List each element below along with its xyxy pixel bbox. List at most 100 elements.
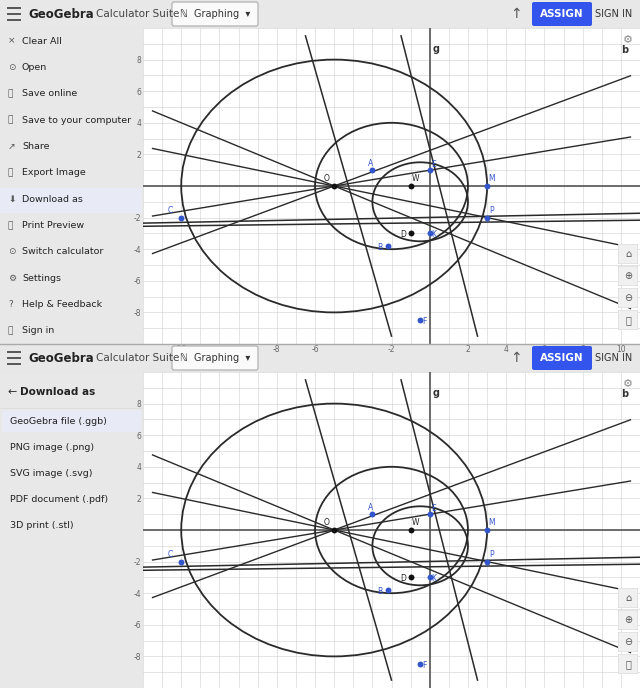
- Point: [176, 556, 186, 567]
- Text: W: W: [412, 518, 420, 527]
- Point: [329, 180, 339, 191]
- Text: D: D: [400, 230, 406, 239]
- Text: Export Image: Export Image: [22, 169, 86, 178]
- FancyBboxPatch shape: [532, 2, 592, 26]
- Text: Calculator Suite: Calculator Suite: [96, 9, 179, 19]
- Bar: [2, 410, 141, 432]
- Text: C: C: [168, 206, 173, 215]
- Text: Clear All: Clear All: [22, 36, 61, 45]
- Point: [406, 180, 416, 191]
- Text: Calculator Suite: Calculator Suite: [96, 353, 179, 363]
- Text: ASSIGN: ASSIGN: [540, 353, 584, 363]
- Text: SIGN IN: SIGN IN: [595, 353, 632, 363]
- Point: [482, 212, 492, 223]
- Text: F: F: [422, 661, 426, 670]
- Point: [482, 556, 492, 567]
- Point: [406, 524, 416, 535]
- Text: g: g: [433, 388, 440, 398]
- Text: ⊕: ⊕: [624, 615, 632, 625]
- Text: E: E: [431, 504, 436, 513]
- Text: 👤: 👤: [8, 326, 13, 335]
- Text: F: F: [422, 317, 426, 326]
- Text: Help & Feedback: Help & Feedback: [22, 300, 102, 309]
- Text: ASSIGN: ASSIGN: [540, 9, 584, 19]
- Text: ?: ?: [8, 300, 13, 309]
- Text: P: P: [489, 550, 493, 559]
- Text: O: O: [324, 174, 330, 183]
- Text: 3D print (.stl): 3D print (.stl): [10, 521, 74, 530]
- Text: P: P: [489, 206, 493, 215]
- FancyBboxPatch shape: [618, 588, 638, 608]
- Text: ⛶: ⛶: [625, 659, 631, 669]
- Text: ⚙: ⚙: [623, 35, 633, 45]
- Text: ↑: ↑: [510, 7, 522, 21]
- Text: ℕ  Graphing  ▾: ℕ Graphing ▾: [180, 9, 250, 19]
- Text: ℕ  Graphing  ▾: ℕ Graphing ▾: [180, 353, 250, 363]
- Point: [383, 585, 393, 596]
- Point: [424, 572, 435, 583]
- Text: Save to your computer: Save to your computer: [22, 116, 131, 125]
- Point: [329, 524, 339, 535]
- Text: Share: Share: [22, 142, 49, 151]
- Point: [367, 164, 378, 175]
- FancyBboxPatch shape: [618, 610, 638, 630]
- Text: b: b: [621, 45, 628, 55]
- Text: GeoGebra file (.ggb): GeoGebra file (.ggb): [10, 416, 107, 425]
- Text: ↑: ↑: [510, 351, 522, 365]
- FancyBboxPatch shape: [618, 244, 638, 264]
- Text: K: K: [431, 230, 436, 239]
- Text: GeoGebra: GeoGebra: [28, 352, 93, 365]
- FancyBboxPatch shape: [618, 310, 638, 330]
- Point: [176, 212, 186, 223]
- Text: Sign in: Sign in: [22, 326, 54, 335]
- Text: 💾: 💾: [8, 89, 13, 98]
- FancyBboxPatch shape: [172, 2, 258, 26]
- Text: ⚙: ⚙: [623, 379, 633, 389]
- Text: Settings: Settings: [22, 274, 61, 283]
- Text: PDF document (.pdf): PDF document (.pdf): [10, 495, 108, 504]
- Text: ⌂: ⌂: [625, 249, 631, 259]
- Text: 🖼: 🖼: [8, 169, 13, 178]
- FancyBboxPatch shape: [532, 346, 592, 370]
- Text: Switch calculator: Switch calculator: [22, 247, 104, 257]
- Text: Print Preview: Print Preview: [22, 221, 84, 230]
- Text: ⊖: ⊖: [624, 637, 632, 647]
- Text: 🖥: 🖥: [8, 116, 13, 125]
- Text: K: K: [431, 574, 436, 583]
- Text: g: g: [433, 44, 440, 54]
- FancyBboxPatch shape: [618, 266, 638, 286]
- FancyBboxPatch shape: [172, 346, 258, 370]
- Text: ⊙: ⊙: [8, 63, 15, 72]
- Text: PNG image (.png): PNG image (.png): [10, 442, 94, 451]
- Point: [415, 315, 426, 326]
- Text: D: D: [400, 574, 406, 583]
- Text: ⚙: ⚙: [8, 274, 16, 283]
- Text: Download as: Download as: [22, 195, 83, 204]
- Point: [367, 508, 378, 519]
- Text: ⊙: ⊙: [8, 247, 15, 257]
- Text: E: E: [431, 160, 436, 169]
- Text: ↗: ↗: [8, 142, 15, 151]
- Bar: [0, 188, 142, 213]
- Point: [383, 241, 393, 252]
- Point: [424, 164, 435, 175]
- Text: Save online: Save online: [22, 89, 77, 98]
- Text: A: A: [367, 159, 373, 168]
- Text: SIGN IN: SIGN IN: [595, 9, 632, 19]
- Text: O: O: [324, 518, 330, 527]
- FancyBboxPatch shape: [618, 632, 638, 652]
- Text: ⬇: ⬇: [8, 195, 15, 204]
- Text: 🖨: 🖨: [8, 221, 13, 230]
- Text: ⌂: ⌂: [625, 593, 631, 603]
- Text: M: M: [488, 174, 495, 183]
- Text: Download as: Download as: [20, 387, 95, 397]
- FancyBboxPatch shape: [618, 288, 638, 308]
- Point: [424, 228, 435, 239]
- Text: ×: ×: [8, 36, 15, 45]
- Text: ⊕: ⊕: [624, 271, 632, 281]
- Point: [482, 524, 492, 535]
- Point: [415, 659, 426, 670]
- Point: [424, 508, 435, 519]
- Text: ⛶: ⛶: [625, 315, 631, 325]
- Text: ⊖: ⊖: [624, 293, 632, 303]
